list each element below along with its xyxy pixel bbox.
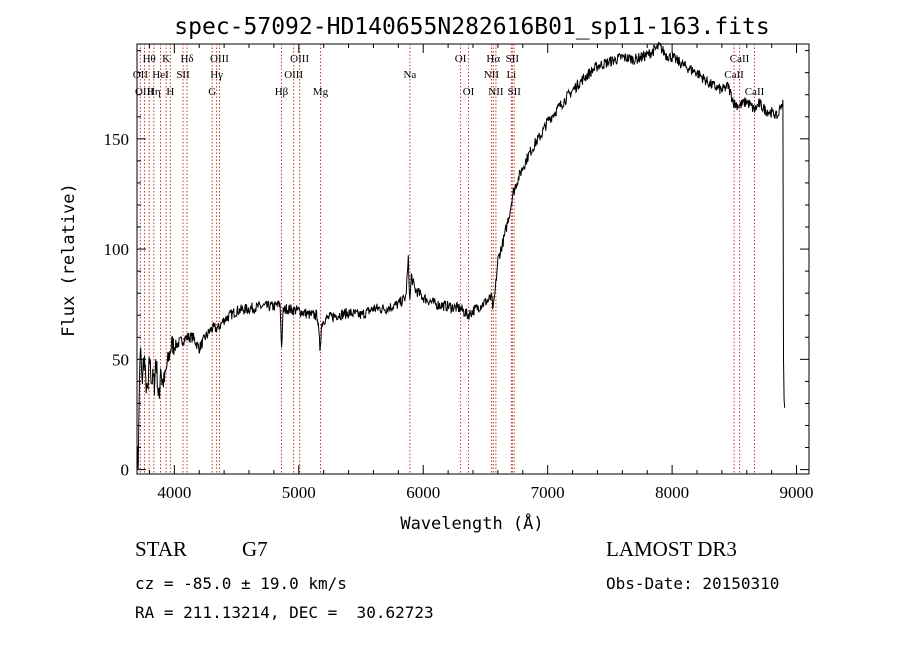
line-marker-label: Hα — [486, 53, 500, 65]
object-class: STAR — [135, 537, 187, 561]
plot-frame — [136, 43, 810, 475]
line-marker-label: K — [162, 53, 170, 65]
observation-date: Obs-Date: 20150310 — [606, 574, 780, 593]
line-marker-label: OIII — [210, 53, 229, 65]
line-marker-label: NII — [484, 69, 500, 81]
y-tick-label: 100 — [104, 240, 130, 259]
line-marker-label: CaII — [730, 53, 750, 65]
x-tick-label: 7000 — [531, 483, 565, 502]
line-marker-label: Mg — [313, 86, 329, 98]
y-axis-label: Flux (relative) — [59, 183, 79, 337]
redshift-cz: cz = -85.0 ± 19.0 km/s — [135, 574, 347, 593]
x-tick-label: 4000 — [157, 483, 191, 502]
spectrum-line — [136, 41, 786, 470]
line-marker-label: OII — [133, 69, 149, 81]
y-tick-label: 50 — [112, 350, 129, 369]
line-marker-label: Hθ — [143, 53, 156, 65]
line-marker-label: Hβ — [275, 86, 289, 98]
line-marker-label: SII — [176, 69, 190, 81]
x-tick-label: 8000 — [655, 483, 689, 502]
object-subclass: G7 — [242, 537, 268, 561]
y-axis: 0 50 100 150 — [104, 50, 809, 480]
x-axis: 4000 5000 6000 7000 8000 9000 — [148, 44, 814, 502]
x-tick-label: 5000 — [282, 483, 316, 502]
x-tick-label: 6000 — [406, 483, 440, 502]
y-tick-label: 0 — [121, 461, 130, 480]
series-group — [136, 41, 786, 470]
line-marker-label: CaII — [745, 86, 765, 98]
line-marker-label: Na — [403, 69, 416, 81]
line-marker-label: OI — [455, 53, 467, 65]
chart-title: spec-57092-HD140655N282616B01_sp11-163.f… — [174, 14, 769, 40]
survey-name: LAMOST DR3 — [606, 537, 737, 561]
sky-coordinates: RA = 211.13214, DEC = 30.62723 — [135, 603, 434, 622]
line-marker-label: Hγ — [210, 69, 223, 81]
line-markers — [139, 44, 755, 474]
line-marker-label: SII — [506, 53, 520, 65]
line-marker-label: G — [208, 86, 216, 98]
line-marker-label: SII — [507, 86, 521, 98]
line-marker-label: H — [166, 86, 174, 98]
x-axis-label: Wavelength (Å) — [400, 512, 543, 534]
line-marker-label: OIII — [290, 53, 309, 65]
x-tick-label: 9000 — [780, 483, 814, 502]
line-marker-label: HeI — [152, 69, 169, 81]
line-marker-label: OI — [463, 86, 475, 98]
line-marker-label: Hη — [147, 86, 161, 98]
line-marker-label: OIII — [284, 69, 303, 81]
line-marker-label: Hδ — [180, 53, 193, 65]
line-marker-label: Li — [506, 69, 516, 81]
y-tick-label: 150 — [104, 130, 130, 149]
line-marker-label: CaII — [724, 69, 744, 81]
line-marker-label: NII — [488, 86, 504, 98]
